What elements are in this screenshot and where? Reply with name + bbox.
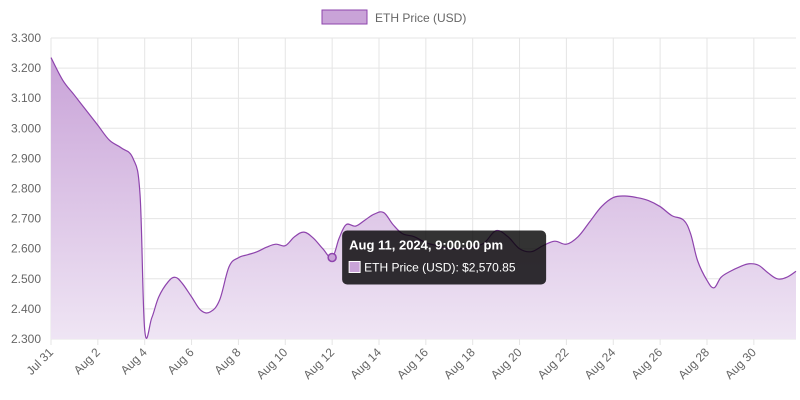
price-area-fill xyxy=(51,57,796,340)
y-tick-label: 2.800 xyxy=(11,182,41,196)
x-tick-label: Aug 4 xyxy=(118,345,150,377)
x-tick-label: Aug 12 xyxy=(300,345,337,382)
tooltip: Aug 11, 2024, 9:00:00 pm ETH Price (USD)… xyxy=(342,230,547,285)
legend-label: ETH Price (USD) xyxy=(375,11,466,25)
x-tick-label: Aug 6 xyxy=(165,345,197,377)
x-tick-label: Aug 24 xyxy=(582,345,619,382)
y-tick-label: 2.900 xyxy=(11,151,41,165)
x-tick-label: Aug 30 xyxy=(722,345,759,382)
x-tick-label: Aug 8 xyxy=(211,345,243,377)
hovered-data-point[interactable] xyxy=(327,252,337,263)
legend-color-box xyxy=(321,9,368,25)
x-tick-label: Aug 14 xyxy=(347,345,384,382)
x-tick-label: Aug 16 xyxy=(394,345,431,382)
tooltip-color-swatch xyxy=(348,260,361,273)
price-line xyxy=(50,57,797,339)
y-tick-label: 2.400 xyxy=(11,302,41,316)
y-tick-label: 2.500 xyxy=(11,272,41,286)
legend[interactable]: ETH Price (USD) xyxy=(321,9,466,25)
y-tick-label: 3.300 xyxy=(11,31,41,45)
tooltip-background xyxy=(342,230,547,285)
x-tick-label: Aug 22 xyxy=(535,345,572,382)
x-axis-ticks: Jul 31 Aug 2 Aug 4 Aug 6 Aug 8 Aug 10 Aug 12 Au… xyxy=(24,345,760,382)
y-tick-label: 2.700 xyxy=(11,212,41,226)
y-tick-label: 2.300 xyxy=(11,332,41,346)
y-axis-ticks: 2.300 2.400 2.500 2.600 2.700 2.800 2.900 3.000… xyxy=(11,31,41,346)
y-tick-label: 2.600 xyxy=(11,242,41,256)
tooltip-title: Aug 11, 2024, 9:00:00 pm xyxy=(349,237,503,252)
x-tick-label: Aug 10 xyxy=(254,345,291,382)
x-tick-label: Jul 31 xyxy=(24,345,57,378)
tooltip-body: ETH Price (USD): $2,570.85 xyxy=(364,260,516,274)
x-tick-label: Aug 18 xyxy=(441,345,478,382)
y-tick-label: 3.100 xyxy=(11,91,41,105)
x-tick-label: Aug 28 xyxy=(675,345,712,382)
x-tick-label: Aug 26 xyxy=(628,345,665,382)
y-tick-label: 3.000 xyxy=(11,121,41,135)
y-tick-label: 3.200 xyxy=(11,61,41,75)
x-tick-label: Aug 2 xyxy=(71,345,103,377)
x-tick-label: Aug 20 xyxy=(488,345,525,382)
